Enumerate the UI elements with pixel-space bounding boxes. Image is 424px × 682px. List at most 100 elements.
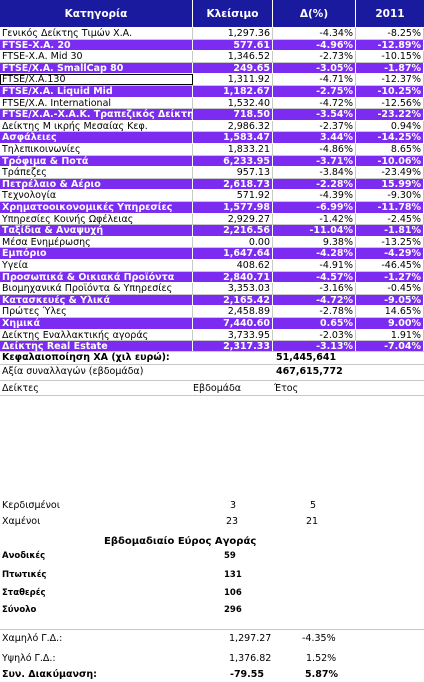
change-value: -2.03% <box>273 329 356 341</box>
close-value: 1,182.67 <box>193 86 273 97</box>
table-row: Υγεία 408.62 -4.91% -46.45% <box>0 260 424 272</box>
change-value: -1.42% <box>273 213 356 225</box>
close-value: 2,216.56 <box>193 225 273 236</box>
index-name: FTSE/Χ.Α.-Χ.Α.Κ. Τραπεζικός Δείκτης <box>2 109 193 120</box>
table-row: Τηλεπικοινωνίες 1,833.21 -4.86% 8.65% <box>0 144 424 156</box>
breadth-value: 106 <box>224 588 242 598</box>
losers-week: 23 <box>226 516 239 527</box>
index-name: Δείκτης Real Estate <box>0 341 193 352</box>
change-value: -3.13% <box>273 341 356 352</box>
index-name: Προσωπικά & Οικιακά Προϊόντα <box>0 271 193 283</box>
ytd-value: -13.25% <box>356 236 424 248</box>
table-row: Γενικός Δείκτης Τιμών Χ.Α. 1,297.36 -4.34%… <box>0 28 424 40</box>
close-value: 1,532.40 <box>193 97 273 109</box>
table-row: Τρόφιμα & Ποτά 6,233.95 -3.71% -10.06% <box>0 155 424 168</box>
market-cap-value: 51,445,641 <box>276 352 337 363</box>
change-value: -2.78% <box>273 306 356 317</box>
ytd-value: -46.45% <box>356 260 424 271</box>
change-value: -3.84% <box>273 167 356 178</box>
index-name: FTSE/Χ.Α. International <box>0 97 193 109</box>
high-label: Υψηλό Γ.Δ.: <box>2 653 56 664</box>
index-name: Πετρέλαιο & Αέριο <box>0 178 193 190</box>
change-value: -4.71% <box>273 74 356 85</box>
ytd-value: -23.49% <box>356 167 424 178</box>
ytd-value: -10.25% <box>356 86 424 97</box>
header-ytd: 2011 <box>375 7 405 20</box>
table-row: Χρηματοοικονομικές Υπηρεσίες 1,577.98 -6.9… <box>0 202 424 214</box>
index-name: FTSE-Χ.Α. Mid 30 <box>0 51 193 62</box>
change-value: -3.54% <box>273 109 356 120</box>
breadth-value: 296 <box>224 605 242 615</box>
close-value: 1,583.47 <box>193 132 273 143</box>
ytd-value: -12.56% <box>356 97 424 109</box>
change-value: -4.86% <box>273 144 356 155</box>
table-row: FTSE/Χ.Α.-Χ.Α.Κ. Τραπεζικός Δείκτης 718.5… <box>0 109 424 121</box>
high-pct: 1.52% <box>306 653 337 664</box>
change-value: -4.57% <box>273 271 356 283</box>
weekly-volume-value: 467,615,772 <box>276 366 343 377</box>
breadth-value: 131 <box>224 570 242 580</box>
close-value: 3,353.03 <box>193 283 273 294</box>
header-change: Δ(%) <box>273 0 356 27</box>
high-value: 1,376.82 <box>229 653 272 664</box>
ytd-value: -11.78% <box>356 202 424 213</box>
index-name: Ταξίδια & Αναψυχή <box>0 225 193 236</box>
index-name: Τηλεπικοινωνίες <box>0 144 193 155</box>
table-row: Υπηρεσίες Κοινής Ωφέλειας 2,929.27 -1.42% -… <box>0 213 424 226</box>
ytd-value: -0.45% <box>356 283 424 294</box>
ytd-value: -2.45% <box>356 213 424 225</box>
table-row: Εμπόριο 1,647.64 -4.28% -4.29% <box>0 248 424 260</box>
breadth-label: Ανοδικές <box>2 551 46 561</box>
breadth-label: Σταθερές <box>2 588 46 598</box>
ytd-value: 9.00% <box>356 318 424 329</box>
gainers-label: Κερδισμένοι <box>2 500 60 511</box>
ytd-value: -12.89% <box>356 39 424 51</box>
gainers-week: 3 <box>230 500 237 511</box>
indices-label: Δείκτες <box>2 383 39 394</box>
index-name: Δείκτης Μ ικρής Μεσαίας Κεφ. <box>0 120 193 132</box>
change-value: -4.91% <box>273 260 356 271</box>
table-row: FTSE-Χ.Α. 20 577.61 -4.96% -12.89% <box>0 39 424 52</box>
ytd-value: 8.65% <box>356 144 424 155</box>
close-value: 1,297.36 <box>193 28 273 39</box>
change-value: -3.05% <box>273 62 356 74</box>
ytd-value: -8.25% <box>356 28 424 39</box>
close-value: 2,458.89 <box>193 306 273 317</box>
index-name: Βιομηχανικά Προϊόντα & Υπηρεσίες <box>0 283 193 294</box>
table-row: FTSE/Χ.Α.130 1,311.92 -4.71% -12.37% <box>0 74 424 86</box>
index-name: Τρόφιμα & Ποτά <box>0 155 193 167</box>
close-value: 2,986.32 <box>193 120 273 132</box>
ytd-value: 14.65% <box>356 306 424 317</box>
losers-label: Χαμένοι <box>2 516 41 527</box>
close-value: 1,647.64 <box>193 248 273 259</box>
change-value: -4.96% <box>273 39 356 51</box>
index-name: Ασφάλειες <box>0 132 193 143</box>
close-value: 571.92 <box>193 190 273 201</box>
ytd-value: -14.25% <box>356 132 424 143</box>
ytd-value: -1.81% <box>356 225 424 236</box>
table-row: Πετρέλαιο & Αέριο 2,618.73 -2.28% 15.99% <box>0 178 424 191</box>
index-name: FTSE/Χ.Α.130 <box>0 74 193 85</box>
table-row: Κατασκευές & Υλικά 2,165.42 -4.72% -9.05% <box>0 294 424 307</box>
week-label: Εβδομάδα <box>193 383 242 394</box>
gainers-year: 5 <box>310 500 317 511</box>
span-pct: 5.87% <box>305 669 338 680</box>
weekly-volume-label: Αξία συναλλαγών (εβδομάδα) <box>2 366 144 377</box>
change-value: -2.28% <box>273 178 356 190</box>
index-name: Πρώτες Ύλες <box>0 306 193 317</box>
index-name: Τράπεζες <box>0 167 193 178</box>
market-cap-label: Κεφαλαιοποίηση ΧΑ (χιλ ευρώ): <box>2 352 170 363</box>
table-row: FTSE/Χ.Α. Liquid Mid 1,182.67 -2.75% -10.25… <box>0 86 424 98</box>
table-row: Τράπεζες 957.13 -3.84% -23.49% <box>0 167 424 179</box>
table-row: FTSE/Χ.Α. SmallCap 80 249.65 -3.05% -1.87% <box>0 62 424 75</box>
losers-year: 21 <box>306 516 319 527</box>
low-label: Χαμηλό Γ.Δ.: <box>2 633 63 644</box>
ytd-value: -9.30% <box>356 190 424 201</box>
index-name: Χρηματοοικονομικές Υπηρεσίες <box>0 202 193 213</box>
change-value: -4.28% <box>273 248 356 259</box>
change-value: -2.37% <box>273 120 356 132</box>
index-name: Εμπόριο <box>0 248 193 259</box>
table-row: Δείκτης Εναλλακτικής αγοράς 3,733.95 -2.03… <box>0 329 424 342</box>
close-value: 1,311.92 <box>193 74 273 85</box>
close-value: 3,733.95 <box>193 329 273 341</box>
